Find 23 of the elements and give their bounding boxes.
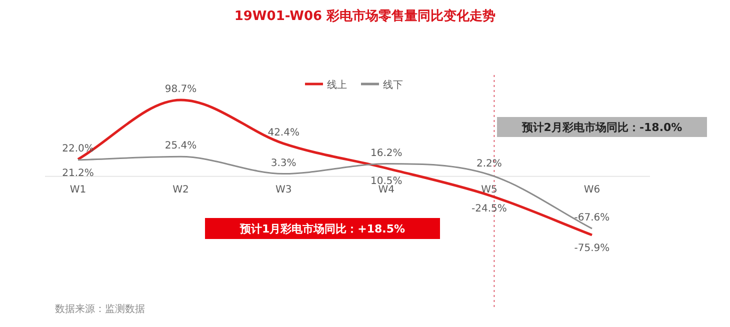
- data-label: -67.6%: [574, 212, 610, 224]
- data-label: -24.5%: [472, 203, 507, 214]
- data-label: 25.4%: [164, 140, 197, 152]
- x-tick-label: W2: [172, 184, 189, 196]
- x-tick-label: W5: [481, 184, 498, 196]
- data-label: -75.9%: [574, 243, 610, 254]
- legend-label: 线上: [327, 79, 347, 91]
- chart-title: 19W01-W06 彩电市场零售量同比变化走势: [234, 8, 496, 24]
- data-label: 3.3%: [270, 158, 296, 169]
- annotation: 预计1月彩电市场同比：+18.5%: [238, 222, 406, 236]
- x-tick-label: W1: [70, 184, 86, 196]
- source-note: 数据来源：监测数据: [55, 303, 145, 315]
- data-label: 2.2%: [476, 158, 502, 170]
- legend-label: 线下: [383, 79, 403, 91]
- data-label: 42.4%: [268, 128, 300, 139]
- x-tick-label: W3: [275, 184, 292, 196]
- x-tick-label: W6: [584, 184, 600, 196]
- data-label: 98.7%: [164, 84, 197, 95]
- x-tick-label: W4: [378, 184, 395, 196]
- data-label: 16.2%: [370, 148, 402, 159]
- data-label: 22.0%: [62, 143, 94, 154]
- data-label: 21.2%: [62, 168, 94, 179]
- annotation: 预计2月彩电市场同比：-18.0%: [520, 121, 682, 134]
